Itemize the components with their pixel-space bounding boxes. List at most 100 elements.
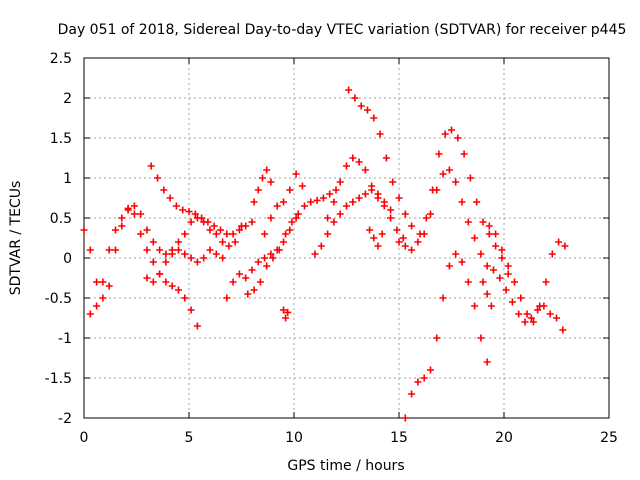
data-point xyxy=(523,310,531,318)
data-point xyxy=(374,190,382,198)
data-point xyxy=(521,318,529,326)
data-point xyxy=(483,290,491,298)
data-point xyxy=(374,242,382,250)
plot-frame xyxy=(83,57,610,419)
data-point xyxy=(542,278,550,286)
data-point xyxy=(105,282,113,290)
data-point xyxy=(166,194,174,202)
data-point xyxy=(330,218,338,226)
data-point xyxy=(483,262,491,270)
data-point xyxy=(536,302,544,310)
series-sat-f xyxy=(244,186,340,298)
data-point xyxy=(492,242,500,250)
data-point xyxy=(534,306,542,314)
data-point xyxy=(427,366,434,374)
data-point xyxy=(172,202,180,210)
data-point xyxy=(229,278,237,286)
data-point xyxy=(387,214,395,222)
data-point xyxy=(286,186,294,194)
data-point xyxy=(414,238,422,246)
data-point xyxy=(492,230,500,238)
y-axis-label: SDTVAR / TECUs xyxy=(8,181,24,296)
data-point xyxy=(250,286,258,294)
data-point xyxy=(162,250,170,258)
data-point xyxy=(422,214,430,222)
data-point xyxy=(210,222,218,230)
data-point xyxy=(267,214,275,222)
data-point xyxy=(336,178,344,186)
data-point xyxy=(555,238,563,246)
data-point xyxy=(181,230,189,238)
data-point xyxy=(420,374,428,382)
data-point xyxy=(370,234,378,242)
y-tick-label: -1.5 xyxy=(45,371,72,387)
data-point xyxy=(282,314,290,322)
data-point xyxy=(349,198,357,206)
grid-lines xyxy=(84,58,609,418)
y-tick-label: 2.5 xyxy=(50,51,72,67)
data-point xyxy=(149,238,157,246)
data-point xyxy=(80,226,88,234)
data-point xyxy=(529,318,537,326)
data-point xyxy=(361,190,369,198)
data-point xyxy=(427,210,434,218)
data-point xyxy=(124,206,132,214)
data-point xyxy=(477,334,485,342)
data-point xyxy=(143,226,151,234)
data-point xyxy=(112,246,119,254)
data-point xyxy=(483,358,491,366)
data-point xyxy=(376,130,384,138)
series-sat-h xyxy=(261,170,306,238)
series-sat-g xyxy=(250,166,275,206)
data-point xyxy=(395,238,403,246)
data-point xyxy=(366,226,374,234)
data-point xyxy=(206,226,214,234)
data-point xyxy=(223,294,231,302)
data-point xyxy=(458,258,466,266)
data-point xyxy=(219,238,227,246)
data-point xyxy=(448,126,455,134)
data-point xyxy=(454,134,462,142)
data-point xyxy=(261,230,269,238)
data-point xyxy=(343,202,350,210)
data-point xyxy=(416,230,424,238)
data-point xyxy=(204,218,212,226)
data-point xyxy=(162,258,170,266)
data-point xyxy=(168,250,176,258)
series-sat-q xyxy=(485,222,569,326)
data-point xyxy=(479,218,487,226)
data-point xyxy=(193,322,201,330)
data-point xyxy=(86,246,94,254)
data-point xyxy=(269,254,277,262)
data-point xyxy=(364,106,371,114)
data-point xyxy=(332,186,340,194)
data-point xyxy=(93,302,101,310)
data-point xyxy=(548,250,556,258)
data-point xyxy=(439,170,447,178)
y-tick-label: -0.5 xyxy=(45,291,72,307)
data-point xyxy=(490,266,497,274)
chart-title: Day 051 of 2018, Sidereal Day-to-day VTE… xyxy=(58,22,627,38)
data-point xyxy=(99,278,107,286)
y-tick-label: -1 xyxy=(58,331,72,347)
data-point xyxy=(502,286,510,294)
data-point xyxy=(345,86,353,94)
data-point xyxy=(401,210,409,218)
x-tick-label: 20 xyxy=(495,430,513,446)
data-point xyxy=(504,262,512,270)
data-point xyxy=(508,298,516,306)
data-point xyxy=(317,242,325,250)
data-point xyxy=(154,174,161,182)
data-point xyxy=(408,246,416,254)
data-point xyxy=(504,270,512,278)
series-sat-i xyxy=(280,306,292,322)
axis-ticks xyxy=(83,57,610,419)
data-point xyxy=(200,254,208,262)
data-point xyxy=(439,294,447,302)
data-point xyxy=(149,258,157,266)
data-point xyxy=(86,310,94,318)
data-point xyxy=(223,230,231,238)
series-sat-d xyxy=(143,246,227,286)
data-point xyxy=(464,278,472,286)
